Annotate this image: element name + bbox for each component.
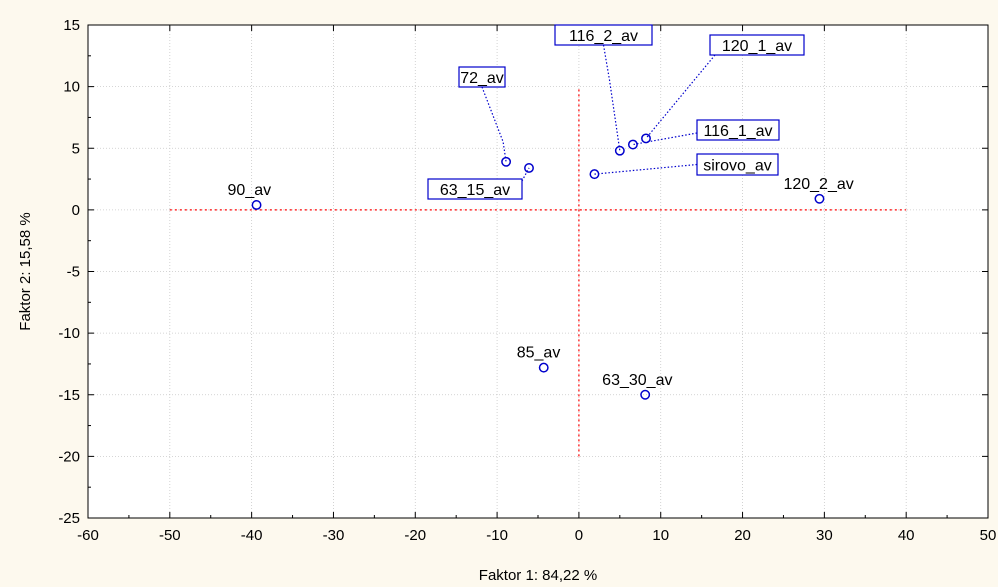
axes: -60 -50 -40 -30 -20 -10 0 10 20 30 40 50-25-20-15-1…: [58, 17, 996, 544]
data-point: [641, 133, 651, 144]
label-leader-line: [645, 54, 716, 139]
data-label: 63_15_av: [440, 182, 510, 199]
x-tick-label: -20: [404, 527, 426, 544]
x-tick-label: 0: [575, 527, 583, 544]
data-point: [538, 362, 549, 373]
label-leader-line: [521, 167, 530, 182]
label-leaders: [481, 44, 716, 182]
y-axis-title: Faktor 2: 15,58 %: [17, 212, 34, 330]
x-tick-label: -50: [159, 527, 181, 544]
data-label-box: [458, 66, 506, 88]
y-tick-label: 0: [72, 202, 80, 219]
x-tick-label: 40: [898, 527, 915, 544]
data-label: 63_30_av: [602, 372, 672, 389]
reference-lines: [169, 86, 907, 457]
x-tick-label: -40: [241, 527, 263, 544]
data-point: [524, 163, 534, 173]
grid: [88, 25, 988, 518]
data-point: [501, 156, 512, 167]
data-label: 72_av: [460, 70, 504, 87]
data-label: 120_2_av: [783, 176, 853, 193]
data-label: 120_1_av: [722, 38, 792, 55]
data-labels: 90_av 72_av 63_15_av sirovo_av 116_2_av 116_1…: [228, 24, 854, 389]
data-label-box: [709, 34, 805, 56]
x-tick-label: -30: [323, 527, 345, 544]
data-point: [251, 199, 262, 210]
x-axis-title: Faktor 1: 84,22 %: [479, 567, 597, 584]
data-label-box: [554, 24, 653, 46]
data-point: [614, 145, 625, 156]
data-label-box: [696, 153, 779, 176]
y-tick-label: 10: [63, 79, 80, 96]
data-label: 116_2_av: [569, 28, 638, 45]
data-point: [640, 389, 651, 400]
data-label-box: [427, 178, 523, 200]
y-tick-label: -10: [58, 325, 80, 342]
data-points: [251, 133, 825, 400]
data-label: 90_av: [228, 182, 272, 199]
x-tick-label: 10: [652, 527, 669, 544]
x-tick-label: 30: [816, 527, 833, 544]
data-label: 85_av: [517, 345, 561, 362]
y-tick-label: -15: [58, 387, 80, 404]
y-tick-label: -25: [58, 510, 80, 527]
data-point: [589, 169, 600, 180]
data-label: 116_1_av: [703, 123, 772, 140]
label-leader-line: [632, 132, 698, 146]
y-tick-label: 5: [72, 140, 80, 157]
y-tick-label: -5: [67, 264, 80, 281]
y-tick-label: 15: [63, 17, 80, 34]
data-label-box: [696, 119, 780, 141]
x-tick-label: 20: [734, 527, 751, 544]
data-label: sirovo_av: [703, 158, 771, 175]
x-tick-label: -10: [486, 527, 508, 544]
data-point: [627, 139, 638, 150]
x-tick-label: 50: [980, 527, 997, 544]
label-leader-line: [602, 44, 621, 151]
x-tick-label: -60: [77, 527, 99, 544]
data-point: [814, 193, 825, 204]
y-tick-label: -20: [58, 448, 80, 465]
